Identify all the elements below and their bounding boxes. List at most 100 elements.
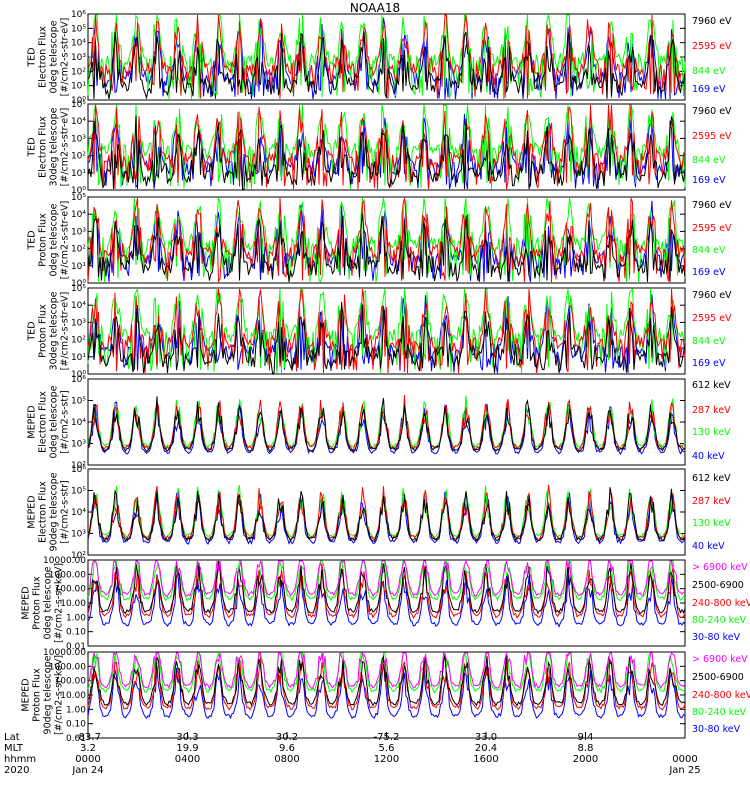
y-tick-label: 10⁴ xyxy=(71,117,86,127)
series-trace xyxy=(87,31,686,100)
y-axis-title: MEPED Electron Flux 0deg telescope [#/cm2-s… xyxy=(27,385,71,458)
legend-entry: > 6900 keV xyxy=(692,654,748,665)
x-tick-label: 8.8 xyxy=(578,743,594,754)
legend-entry: 287 keV xyxy=(692,496,731,507)
series-trace xyxy=(87,572,686,628)
y-tick-label: 0.01 xyxy=(66,734,86,744)
legend-entry: 7960 eV xyxy=(692,16,732,27)
x-row-label: Lat xyxy=(4,732,20,743)
y-axis-title-line: Proton Flux xyxy=(38,213,49,267)
y-axis-title-line: [#/cm2-s-str-eV] xyxy=(60,201,71,280)
legend-entry: 80-240 keV xyxy=(692,707,747,718)
legend-entry: 7960 eV xyxy=(692,290,732,301)
series-trace xyxy=(87,395,686,450)
x-tick-label: 1600 xyxy=(473,754,498,765)
y-tick-label: 1000.00 xyxy=(49,570,86,580)
series-trace xyxy=(87,115,686,190)
y-axis-title-line: MEPED xyxy=(21,586,32,619)
y-tick-label: 1.00 xyxy=(66,613,86,623)
legend-entry: 612 keV xyxy=(692,380,731,391)
y-axis-title-line: 90deg telescope xyxy=(49,472,60,551)
panel-7: 0.010.101.0010.00100.001000.0010000.00ME… xyxy=(21,556,750,652)
y-tick-label: 10³ xyxy=(71,318,86,328)
x-row-label: hhmm xyxy=(4,754,36,765)
y-tick-label: 10² xyxy=(71,67,86,77)
y-axis-title-line: Electron Flux xyxy=(38,481,49,543)
y-axis-title-line: TED xyxy=(27,230,38,250)
y-axis-title-line: TED xyxy=(27,47,38,67)
legend-entry: 130 keV xyxy=(692,518,731,529)
x-tick-label: -83.7 xyxy=(75,732,101,743)
y-tick-label: 10⁰ xyxy=(71,186,86,196)
x-row-label: MLT xyxy=(4,743,24,754)
x-tick-label: 19.9 xyxy=(176,743,198,754)
y-axis-title-line: [#/cm2-s-str-eV] xyxy=(60,292,71,371)
legend-entry: 30-80 keV xyxy=(692,632,741,643)
legend-entry: 240-800 keV xyxy=(692,690,750,701)
series-trace xyxy=(87,396,686,453)
legend-entry: 844 eV xyxy=(692,66,726,77)
y-tick-label: 10² xyxy=(71,461,86,471)
x-tick-label: -75.2 xyxy=(374,732,400,743)
y-axis-title-line: Electron Flux xyxy=(38,391,49,453)
x-tick-label: Jan 25 xyxy=(668,765,700,776)
legend-entry: 80-240 keV xyxy=(692,615,747,626)
legend-entry: 844 eV xyxy=(692,245,726,256)
series-trace xyxy=(87,213,686,283)
legend-entry: 2500-6900 xyxy=(692,580,744,591)
legend-entry: 169 eV xyxy=(692,175,726,186)
y-tick-label: 100.00 xyxy=(55,585,87,595)
x-tick-label: 5.6 xyxy=(379,743,395,754)
y-axis-title: MEPED Proton Flux 90deg telescope [#/cm2-s-… xyxy=(21,655,65,735)
x-tick-label: 30.3 xyxy=(176,732,198,743)
series-trace xyxy=(87,301,686,374)
series-trace xyxy=(87,653,686,707)
y-axis-title-line: 0deg telescope xyxy=(49,385,60,458)
y-axis-title-line: TED xyxy=(27,137,38,157)
legend-entry: 2595 eV xyxy=(692,41,732,52)
series-trace xyxy=(87,104,686,190)
y-tick-label: 10⁰ xyxy=(71,279,86,289)
x-tick-label: 9.6 xyxy=(279,743,295,754)
legend-entry: 612 keV xyxy=(692,473,731,484)
legend-entry: 2595 eV xyxy=(692,223,732,234)
panel-frame xyxy=(87,196,686,284)
y-axis-title: TED Proton Flux 30deg telescope [#/cm2-s-st… xyxy=(27,291,71,370)
y-tick-label: 10⁴ xyxy=(71,39,86,49)
x-tick-label: Jan 24 xyxy=(71,765,103,776)
y-axis-title-line: 30deg telescope xyxy=(49,107,60,186)
y-axis-title-line: 0deg telescope xyxy=(43,566,54,639)
y-axis-title-line: [#/cm2-s-str] xyxy=(60,390,71,453)
panel-frame xyxy=(87,378,686,466)
y-tick-label: 0.10 xyxy=(66,628,86,638)
y-tick-label: 10⁵ xyxy=(71,193,86,203)
y-axis-title-line: [#/cm2-s-sr-keV] xyxy=(54,655,65,735)
x-tick-label: 0000 xyxy=(75,754,100,765)
y-tick-label: 10³ xyxy=(71,440,86,450)
y-axis-title-line: [#/cm2-s-str-eV] xyxy=(60,108,71,187)
y-axis-title: MEPED Electron Flux 90deg telescope [#/cm2-… xyxy=(27,472,71,551)
y-axis-title-line: [#/cm2-s-str] xyxy=(60,480,71,543)
y-axis-title-line: 0deg telescope xyxy=(49,20,60,93)
series-trace xyxy=(87,104,686,190)
x-tick-label: 0800 xyxy=(274,754,299,765)
series-trace xyxy=(87,487,686,543)
x-tick-label: 2000 xyxy=(573,754,598,765)
x-tick-label: 0000 xyxy=(672,754,697,765)
series-trace xyxy=(87,197,686,283)
y-axis-title-line: MEPED xyxy=(27,495,38,528)
y-tick-label: 10⁴ xyxy=(71,418,86,428)
y-tick-label: 10² xyxy=(71,152,86,162)
y-tick-label: 10² xyxy=(71,336,86,346)
y-axis-title: TED Proton Flux 0deg telescope [#/cm2-s-str… xyxy=(27,201,71,280)
y-tick-label: 10.00 xyxy=(60,691,86,701)
legend-entry: 844 eV xyxy=(692,336,726,347)
y-tick-label: 10.00 xyxy=(60,599,86,609)
y-tick-label: 10⁶ xyxy=(71,10,86,20)
